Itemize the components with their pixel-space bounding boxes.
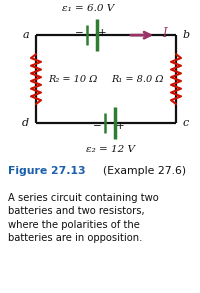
- Text: c: c: [183, 118, 189, 128]
- Text: b: b: [183, 30, 190, 40]
- Text: I: I: [162, 27, 167, 40]
- Text: Figure 27.13: Figure 27.13: [8, 166, 86, 176]
- Text: +: +: [98, 28, 107, 38]
- Text: −: −: [93, 121, 101, 131]
- Text: a: a: [22, 30, 29, 40]
- Text: ε₁ = 6.0 V: ε₁ = 6.0 V: [62, 4, 114, 13]
- Text: +: +: [116, 121, 125, 131]
- Text: R₁ = 8.0 Ω: R₁ = 8.0 Ω: [112, 75, 164, 84]
- Text: ε₂ = 12 V: ε₂ = 12 V: [86, 145, 134, 154]
- Text: (Example 27.6): (Example 27.6): [96, 166, 186, 176]
- Text: d: d: [22, 118, 29, 128]
- Text: A series circuit containing two
batteries and two resistors,
where the polaritie: A series circuit containing two batterie…: [8, 193, 159, 243]
- Text: R₂ = 10 Ω: R₂ = 10 Ω: [48, 75, 97, 84]
- Text: −: −: [75, 28, 83, 38]
